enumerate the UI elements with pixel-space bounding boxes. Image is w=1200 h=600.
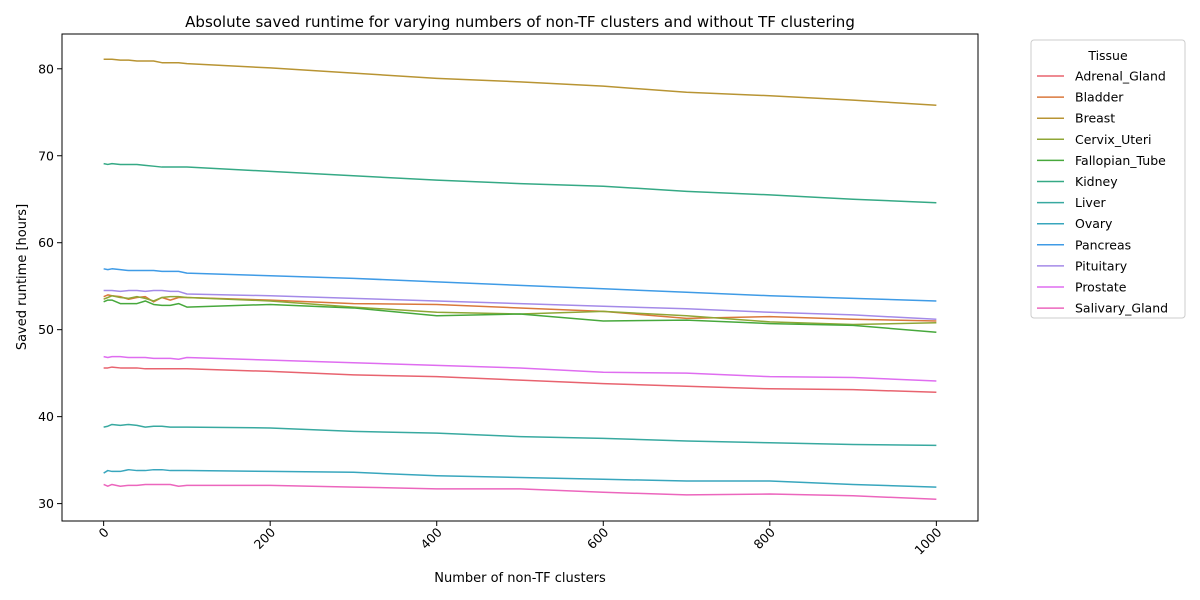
y-axis-label: Saved runtime [hours] xyxy=(15,204,30,350)
y-tick-label: 80 xyxy=(38,61,54,76)
legend-title: Tissue xyxy=(1087,48,1128,63)
legend-label: Pituitary xyxy=(1075,258,1128,273)
legend-label: Salivary_Gland xyxy=(1075,301,1168,316)
series-line-cervix-uteri xyxy=(103,295,937,326)
legend-label: Breast xyxy=(1075,111,1115,126)
legend-label: Prostate xyxy=(1075,280,1127,295)
x-tick-label: 1000 xyxy=(911,524,944,557)
series-line-kidney xyxy=(103,162,937,204)
legend-items: Adrenal_Gland Bladder Breast Cervix_Uteri Fa… xyxy=(1037,69,1168,316)
x-axis: 0 200 400 600 800 1000 xyxy=(96,521,945,558)
x-tick-label: 0 xyxy=(96,524,112,540)
chart-title: Absolute saved runtime for varying numbe… xyxy=(185,13,855,31)
series-line-prostate xyxy=(103,355,937,382)
x-tick-label: 600 xyxy=(584,524,612,552)
legend: Tissue Adrenal_Gland Bladder Breast Cervix_… xyxy=(1030,39,1186,319)
legend-label: Kidney xyxy=(1075,174,1118,189)
series-line-ovary xyxy=(103,468,937,488)
y-tick-label: 30 xyxy=(38,496,54,511)
x-tick-label: 400 xyxy=(417,524,445,552)
y-tick-label: 70 xyxy=(38,148,54,163)
series-line-adrenal-gland xyxy=(103,366,937,394)
y-tick-label: 60 xyxy=(38,235,54,250)
legend-label: Adrenal_Gland xyxy=(1075,69,1166,84)
legend-label: Pancreas xyxy=(1075,237,1131,252)
series-line-liver xyxy=(103,423,937,447)
y-tick-label: 50 xyxy=(38,322,54,337)
legend-label: Bladder xyxy=(1075,90,1124,105)
x-tick-label: 200 xyxy=(251,524,279,552)
legend-label: Cervix_Uteri xyxy=(1075,132,1151,147)
series-line-pancreas xyxy=(103,268,937,302)
y-axis: 30 40 50 60 70 80 xyxy=(38,61,62,511)
legend-frame xyxy=(1030,39,1186,319)
plot-frame xyxy=(61,33,979,522)
x-tick-label: 800 xyxy=(750,524,778,552)
plot-lines xyxy=(103,58,937,501)
series-line-breast xyxy=(103,58,937,107)
x-axis-label: Number of non-TF clusters xyxy=(434,571,606,586)
series-line-salivary-gland xyxy=(103,483,937,501)
legend-label: Liver xyxy=(1075,195,1107,210)
legend-label: Fallopian_Tube xyxy=(1075,153,1166,168)
series-line-pituitary xyxy=(103,289,937,320)
y-tick-label: 40 xyxy=(38,409,54,424)
legend-label: Ovary xyxy=(1075,216,1113,231)
series-line-fallopian-tube xyxy=(103,299,937,334)
